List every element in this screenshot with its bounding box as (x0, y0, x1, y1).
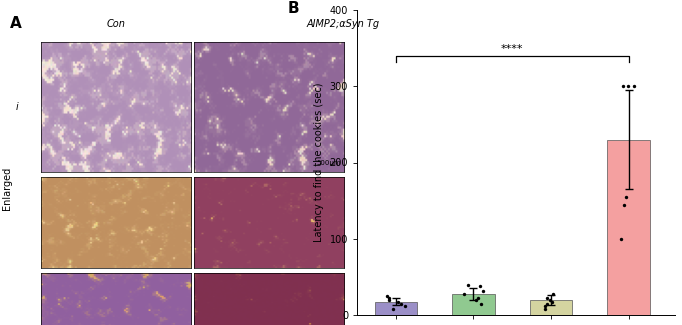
Text: AIMP2;αSyn Tg: AIMP2;αSyn Tg (306, 19, 379, 29)
Point (395, 301, 406, 306)
Point (621, 194, 632, 200)
Bar (452, 294, 495, 315)
Point (629, 84, 640, 89)
Text: B: B (287, 1, 299, 16)
Point (548, 291, 559, 296)
Point (617, 84, 628, 89)
Text: ****: **** (501, 44, 524, 54)
Point (392, 299, 403, 304)
Point (616, 236, 627, 241)
Point (458, 291, 469, 296)
Point (539, 304, 550, 309)
Point (388, 306, 399, 312)
Point (542, 301, 552, 306)
Bar (374, 302, 417, 315)
Bar (607, 139, 650, 315)
Point (383, 297, 394, 303)
Bar (530, 300, 572, 315)
Point (462, 282, 473, 287)
Y-axis label: Latency to find the cookies (sec): Latency to find the cookies (sec) (314, 83, 324, 242)
Point (546, 299, 557, 304)
Point (544, 297, 555, 303)
Point (381, 293, 392, 299)
Point (539, 306, 550, 312)
Point (475, 301, 486, 306)
Point (400, 304, 411, 309)
Text: Enlarged: Enlarged (2, 167, 12, 210)
Point (542, 296, 552, 301)
Text: A: A (10, 16, 22, 31)
Text: 500μm: 500μm (316, 160, 342, 166)
Point (622, 84, 633, 89)
Point (619, 202, 630, 207)
Point (472, 296, 483, 301)
Point (477, 288, 488, 293)
Point (383, 296, 394, 301)
Text: i: i (16, 102, 18, 112)
Point (470, 297, 481, 303)
Point (475, 284, 486, 289)
Text: Con: Con (106, 19, 125, 29)
